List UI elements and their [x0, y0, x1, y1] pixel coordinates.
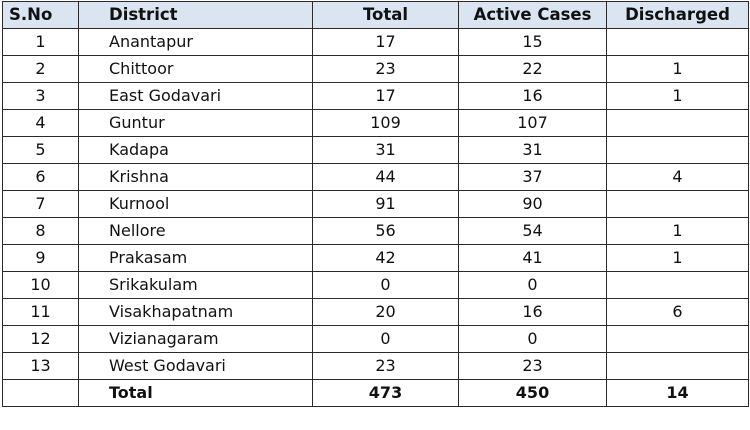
- total-cell: 0: [312, 271, 459, 299]
- table-row: 7 Kurnool 91 90: [2, 190, 749, 218]
- active-cases-cell: 31: [458, 136, 607, 164]
- sno-cell: 8: [2, 217, 79, 245]
- total-cell: 42: [312, 244, 459, 272]
- active-cases-cell: 450: [458, 379, 607, 407]
- table-body: 1 Anantapur 17 15 2 Chittoor 23 22 1 3 East Godava…: [2, 28, 749, 407]
- active-cases-cell: 23: [458, 352, 607, 380]
- table-row: 5 Kadapa 31 31: [2, 136, 749, 164]
- discharged-cell: [606, 352, 749, 380]
- table-row: 13 West Godavari 23 23: [2, 352, 749, 380]
- active-cases-cell: 0: [458, 325, 607, 353]
- sno-cell: 5: [2, 136, 79, 164]
- sno-cell: 2: [2, 55, 79, 83]
- sno-cell: [2, 379, 79, 407]
- discharged-cell: 1: [606, 244, 749, 272]
- sno-cell: 6: [2, 163, 79, 191]
- sno-cell: 10: [2, 271, 79, 299]
- total-cell: 23: [312, 352, 459, 380]
- total-cell: 91: [312, 190, 459, 218]
- discharged-cell: [606, 136, 749, 164]
- discharged-cell: 14: [606, 379, 749, 407]
- total-cell: 31: [312, 136, 459, 164]
- district-cell: East Godavari: [78, 82, 313, 110]
- discharged-cell: 1: [606, 55, 749, 83]
- district-cell: Vizianagaram: [78, 325, 313, 353]
- header-total: Total: [312, 1, 459, 29]
- discharged-cell: [606, 109, 749, 137]
- header-discharged: Discharged: [606, 1, 749, 29]
- active-cases-cell: 16: [458, 82, 607, 110]
- table-row: 3 East Godavari 17 16 1: [2, 82, 749, 110]
- sno-cell: 4: [2, 109, 79, 137]
- sno-cell: 1: [2, 28, 79, 56]
- active-cases-cell: 41: [458, 244, 607, 272]
- district-cell: Srikakulam: [78, 271, 313, 299]
- table-row: 1 Anantapur 17 15: [2, 28, 749, 56]
- active-cases-cell: 107: [458, 109, 607, 137]
- header-district: District: [78, 1, 313, 29]
- discharged-cell: 1: [606, 217, 749, 245]
- total-cell: 473: [312, 379, 459, 407]
- district-cell: West Godavari: [78, 352, 313, 380]
- active-cases-cell: 90: [458, 190, 607, 218]
- total-cell: 20: [312, 298, 459, 326]
- header-active-cases: Active Cases: [458, 1, 607, 29]
- discharged-cell: 6: [606, 298, 749, 326]
- table-row: 8 Nellore 56 54 1: [2, 217, 749, 245]
- district-cell: Visakhapatnam: [78, 298, 313, 326]
- district-cell: Prakasam: [78, 244, 313, 272]
- sno-cell: 11: [2, 298, 79, 326]
- discharged-cell: [606, 325, 749, 353]
- sno-cell: 7: [2, 190, 79, 218]
- district-cell: Kurnool: [78, 190, 313, 218]
- table-row: 9 Prakasam 42 41 1: [2, 244, 749, 272]
- discharged-cell: [606, 271, 749, 299]
- table-row: 11 Visakhapatnam 20 16 6: [2, 298, 749, 326]
- table-header-row: S.No District Total Active Cases Dischar…: [2, 1, 749, 29]
- header-sno: S.No: [2, 1, 79, 29]
- table-row: 2 Chittoor 23 22 1: [2, 55, 749, 83]
- total-cell: 17: [312, 82, 459, 110]
- district-cases-table: S.No District Total Active Cases Dischar…: [2, 1, 749, 407]
- total-cell: 23: [312, 55, 459, 83]
- district-cell: Krishna: [78, 163, 313, 191]
- total-cell: 44: [312, 163, 459, 191]
- district-cell: Chittoor: [78, 55, 313, 83]
- district-cell: Nellore: [78, 217, 313, 245]
- active-cases-cell: 54: [458, 217, 607, 245]
- discharged-cell: 1: [606, 82, 749, 110]
- total-cell: 17: [312, 28, 459, 56]
- district-cell: Kadapa: [78, 136, 313, 164]
- active-cases-cell: 15: [458, 28, 607, 56]
- sno-cell: 3: [2, 82, 79, 110]
- district-cell: Total: [78, 379, 313, 407]
- total-cell: 0: [312, 325, 459, 353]
- active-cases-cell: 0: [458, 271, 607, 299]
- discharged-cell: [606, 190, 749, 218]
- total-row: Total 473 450 14: [2, 379, 749, 407]
- active-cases-cell: 22: [458, 55, 607, 83]
- district-cell: Anantapur: [78, 28, 313, 56]
- discharged-cell: 4: [606, 163, 749, 191]
- active-cases-cell: 16: [458, 298, 607, 326]
- district-cell: Guntur: [78, 109, 313, 137]
- table-row: 10 Srikakulam 0 0: [2, 271, 749, 299]
- sno-cell: 12: [2, 325, 79, 353]
- table-row: 12 Vizianagaram 0 0: [2, 325, 749, 353]
- total-cell: 109: [312, 109, 459, 137]
- sno-cell: 13: [2, 352, 79, 380]
- total-cell: 56: [312, 217, 459, 245]
- discharged-cell: [606, 28, 749, 56]
- sno-cell: 9: [2, 244, 79, 272]
- active-cases-cell: 37: [458, 163, 607, 191]
- table-row: 6 Krishna 44 37 4: [2, 163, 749, 191]
- table-row: 4 Guntur 109 107: [2, 109, 749, 137]
